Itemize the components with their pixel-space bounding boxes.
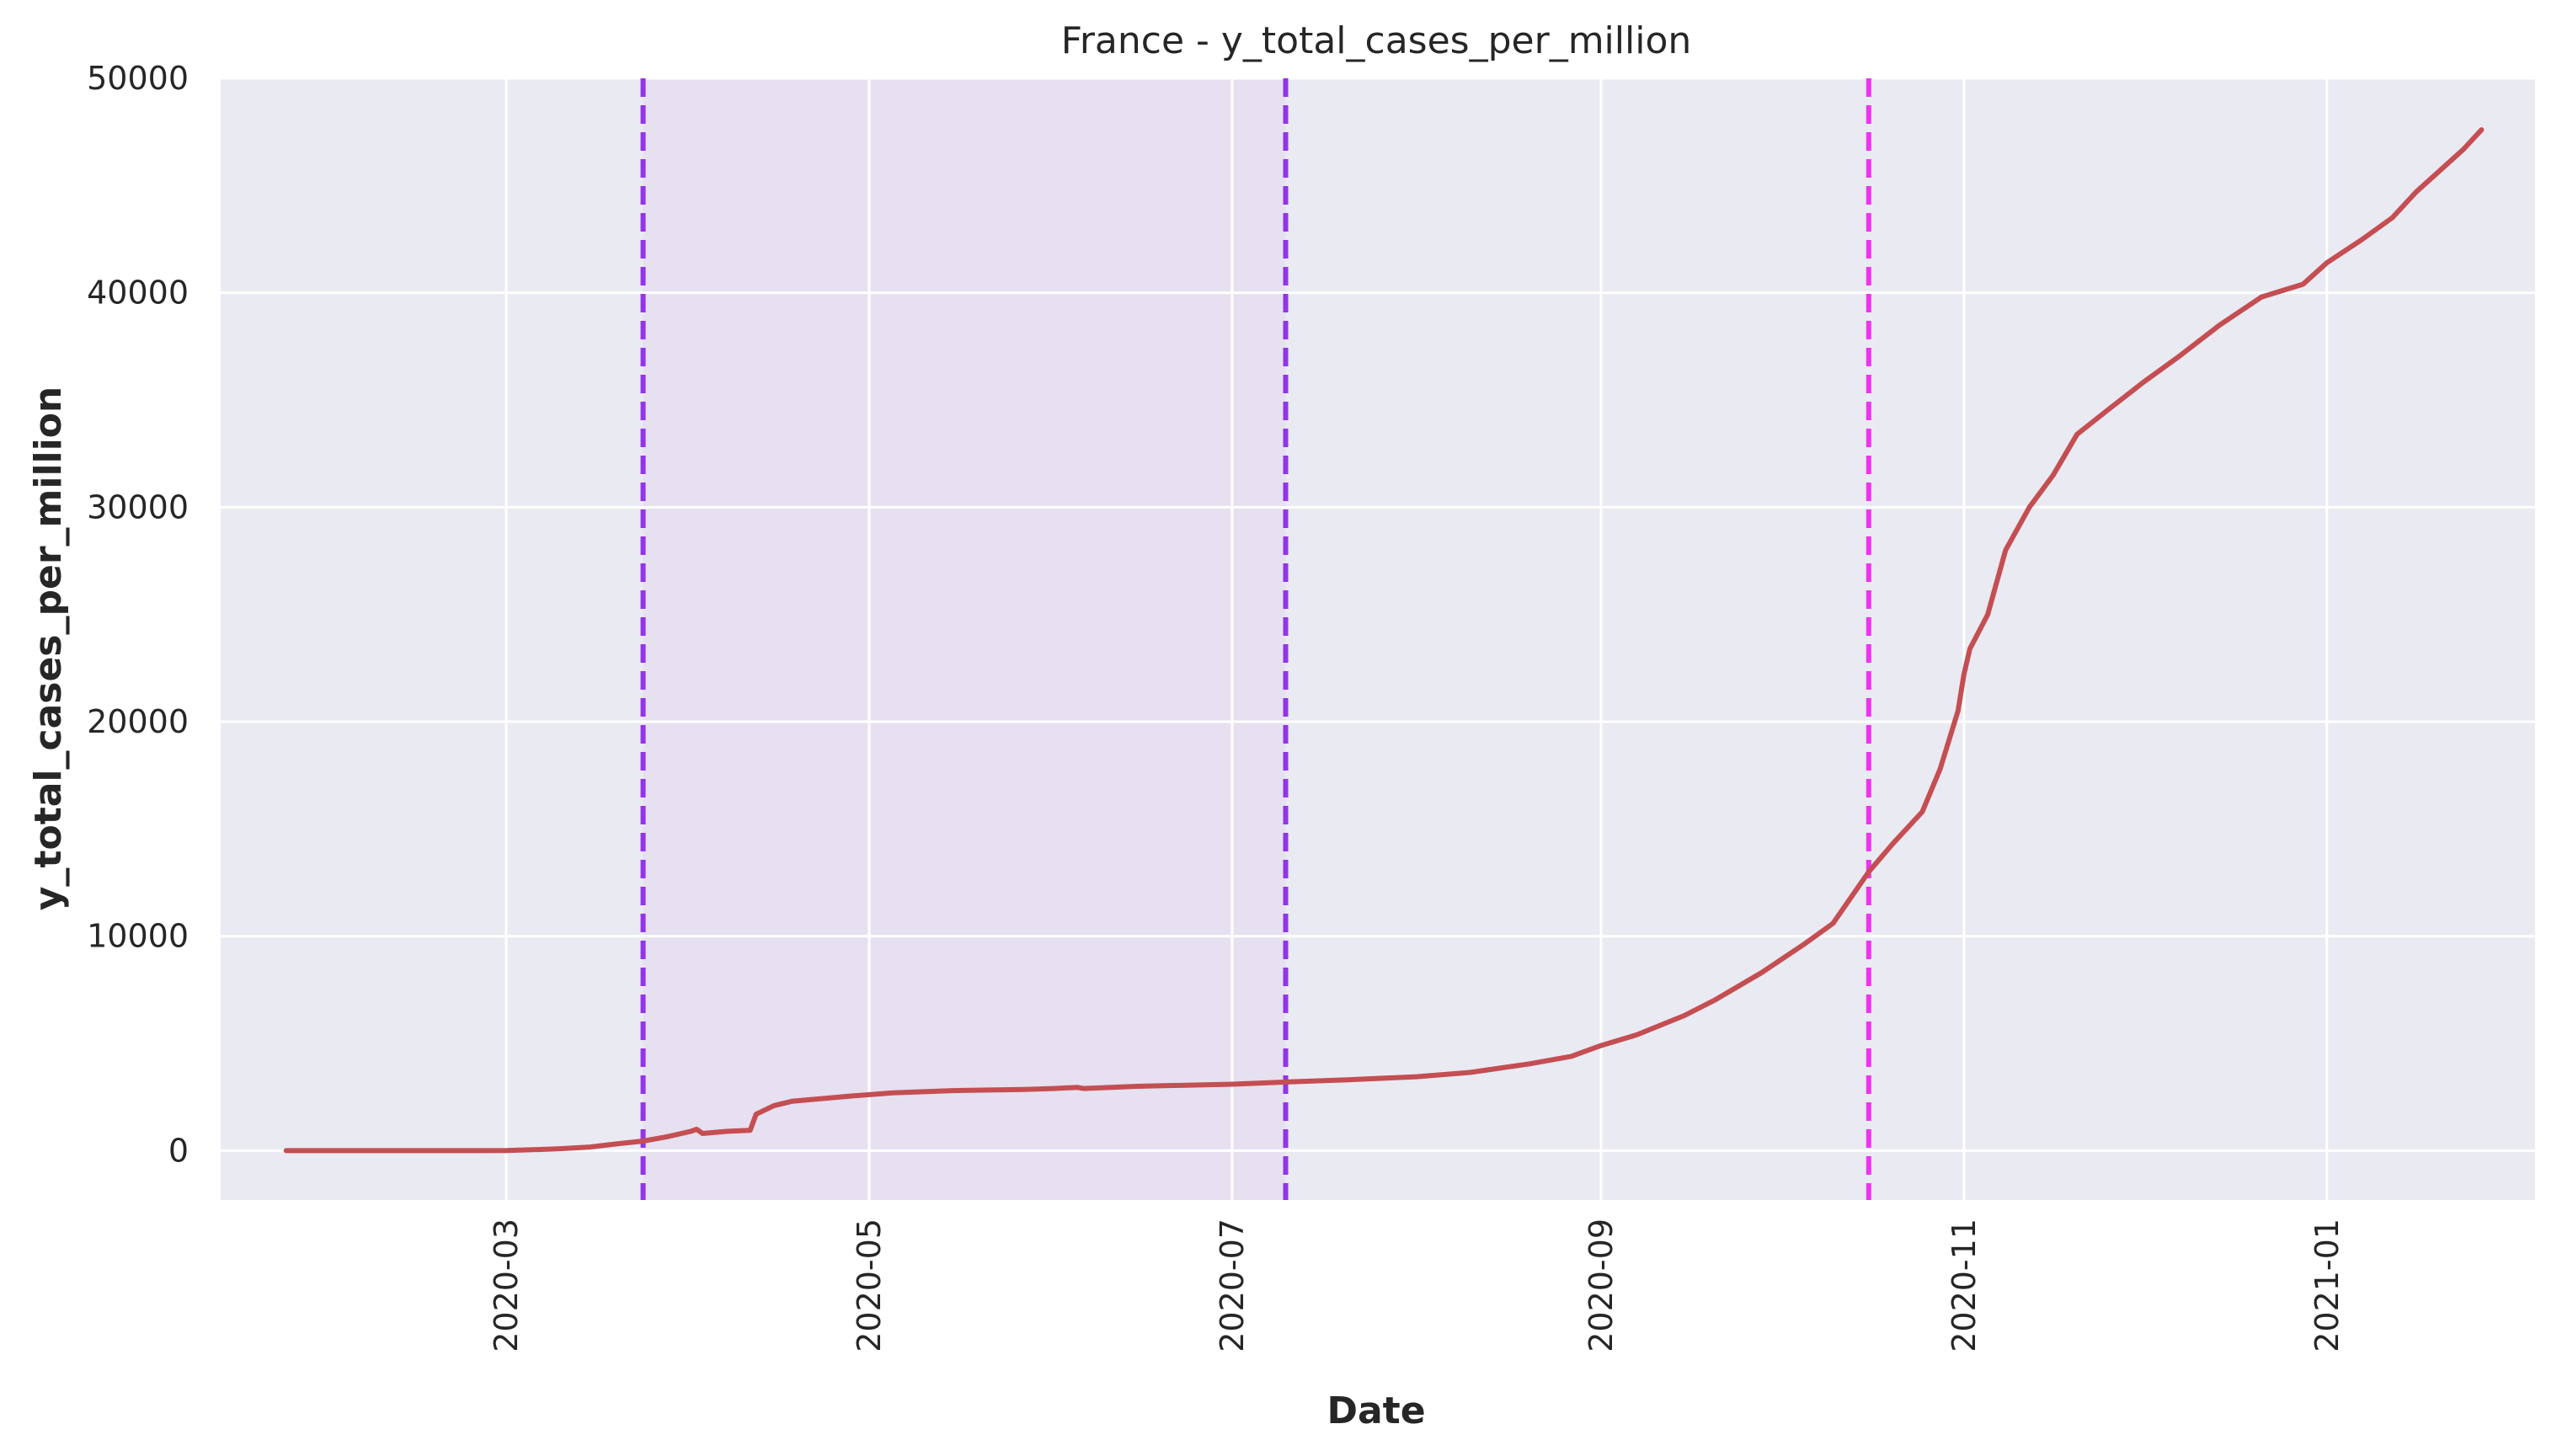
y-tick-label: 40000 xyxy=(87,275,189,312)
x-tick-labels: 2020-03 2020-05 2020-07 2020-09 2020-11 2021-… xyxy=(488,1219,2346,1352)
vertical-markers xyxy=(640,78,1871,1200)
shaded-region xyxy=(643,78,1286,1200)
x-tick-label: 2020-03 xyxy=(488,1219,525,1352)
y-tick-label: 50000 xyxy=(87,60,189,97)
y-tick-label: 10000 xyxy=(87,918,189,955)
plot-area xyxy=(221,78,2535,1200)
y-axis-label: y_total_cases_per_million xyxy=(27,387,70,911)
y-tick-label: 20000 xyxy=(87,703,189,740)
y-tick-label: 30000 xyxy=(87,488,189,525)
series-line xyxy=(283,127,2485,1154)
y-tick-label: 0 xyxy=(168,1132,189,1169)
x-axis-label: Date xyxy=(1327,1389,1425,1432)
x-tick-label: 2021-01 xyxy=(2309,1219,2346,1352)
x-tick-label: 2020-09 xyxy=(1583,1219,1620,1352)
y-tick-labels: 0 10000 20000 30000 40000 50000 xyxy=(87,60,189,1169)
x-tick-label: 2020-11 xyxy=(1946,1219,1983,1352)
chart-title: France - y_total_cases_per_million xyxy=(1061,19,1692,62)
x-tick-label: 2020-05 xyxy=(851,1219,888,1352)
x-tick-label: 2020-07 xyxy=(1214,1219,1251,1352)
